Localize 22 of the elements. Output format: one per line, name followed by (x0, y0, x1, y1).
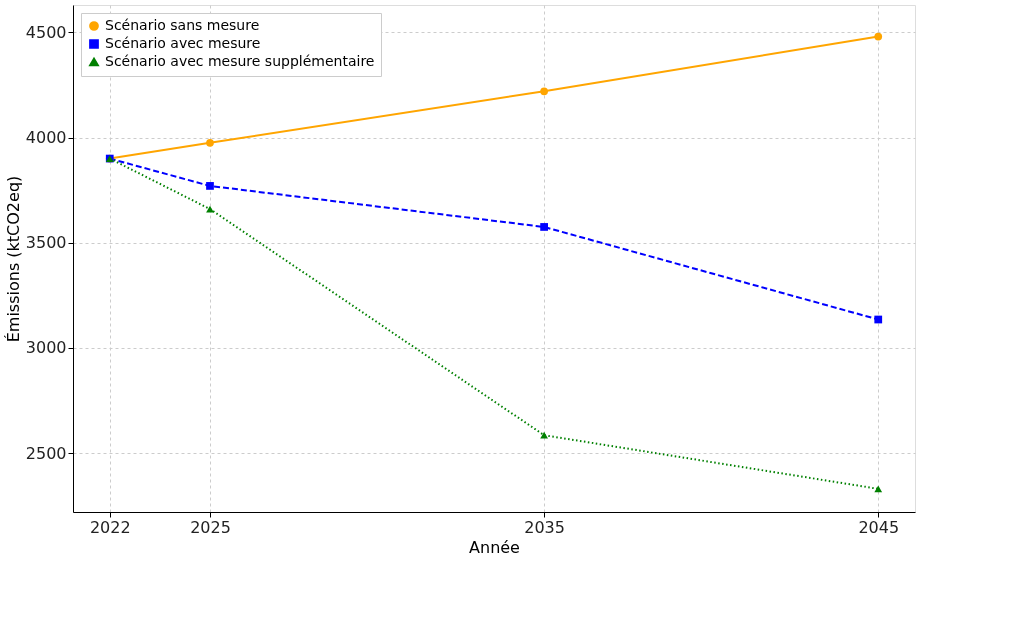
point (874, 315, 883, 324)
y-tick-label: 2500 (25, 443, 67, 463)
point (206, 138, 214, 147)
y-axis-title: Émissions (ktCO2eq) (3, 175, 23, 343)
point (206, 182, 214, 190)
y-tick-label: 3500 (25, 233, 67, 253)
x-tick-label: 2045 (858, 517, 900, 537)
legend-label: Scénario avec mesure (105, 35, 261, 51)
legend-label: Scénario sans mesure (105, 17, 260, 33)
point (874, 32, 883, 41)
x-axis-title: Année (469, 537, 520, 557)
x-tick-label: 2022 (89, 517, 131, 537)
point (540, 223, 548, 231)
point (540, 431, 548, 439)
x-tick-label: 2025 (190, 517, 231, 537)
point (540, 87, 548, 96)
y-tick-label: 4500 (25, 22, 67, 42)
y-tick-label: 3000 (25, 338, 67, 358)
x-tick-label: 2035 (524, 517, 565, 537)
point (874, 485, 883, 493)
y-tick-label: 4000 (25, 128, 67, 148)
legend-label: Scénario avec mesure supplémentaire (105, 53, 375, 69)
